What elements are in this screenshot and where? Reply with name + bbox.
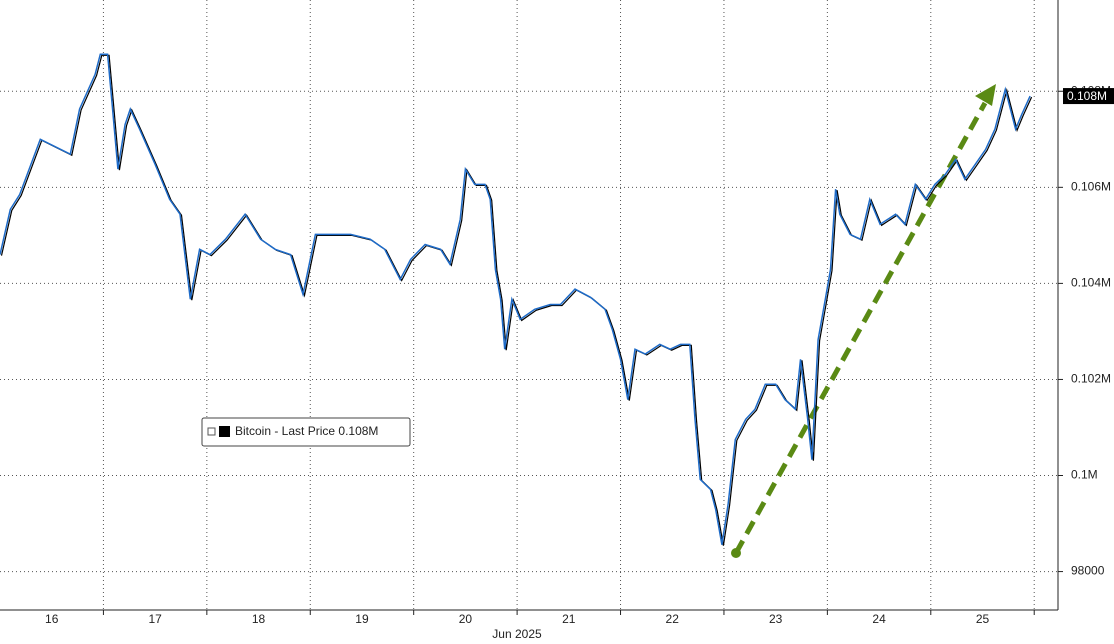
x-axis-label: Jun 2025 (492, 627, 542, 641)
x-tick-label: 18 (252, 612, 266, 626)
legend-toggle (207, 427, 216, 436)
x-tick-label: 22 (666, 612, 680, 626)
arrow-start (731, 548, 741, 558)
legend-last: 0.108M (338, 424, 378, 438)
x-tick-label: 16 (45, 612, 59, 626)
legend-box (201, 417, 411, 447)
x-tick-label: 20 (459, 612, 473, 626)
legend-text: Bitcoin - Last Price 0.108M (235, 424, 378, 438)
y-tick-label: 0.1M (1071, 468, 1098, 482)
last-price-box (1063, 88, 1114, 105)
y-tick-label: 0.104M (1071, 276, 1111, 290)
y-tick-label: 0.106M (1071, 179, 1111, 193)
x-tick-label: 19 (355, 612, 369, 626)
x-tick-label: 24 (872, 612, 886, 626)
y-tick-label: 98000 (1071, 564, 1105, 578)
y-tick-label: 0.102M (1071, 372, 1111, 386)
last-price-label: 0.108M (1067, 89, 1107, 103)
legend-swatch (219, 426, 230, 437)
price-line (0, 53, 1031, 545)
x-tick-label: 25 (976, 612, 990, 626)
trend-arrow (731, 84, 996, 558)
legend-name: Bitcoin - Last Price (235, 424, 335, 438)
x-tick-label: 21 (562, 612, 576, 626)
arrow-head (975, 84, 996, 106)
x-tick-label: 17 (148, 612, 162, 626)
x-tick-label: 23 (769, 612, 783, 626)
legend: Bitcoin - Last Price 0.108M (201, 417, 411, 447)
